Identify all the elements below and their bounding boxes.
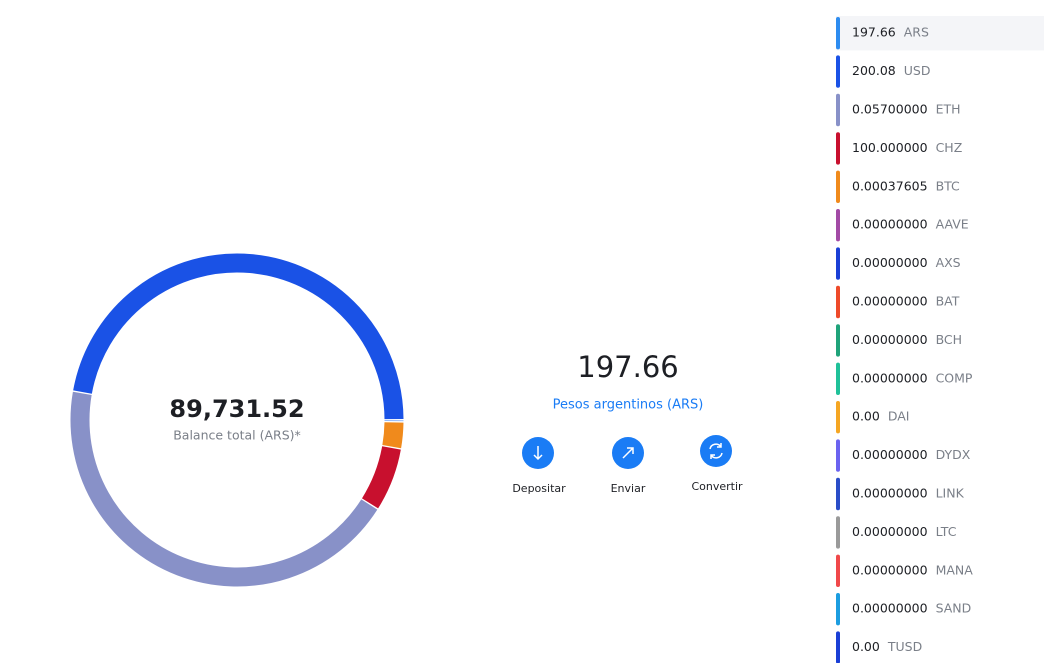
asset-amount: 0.05700000 [852,102,928,117]
asset-code: CHZ [936,140,963,155]
asset-amount: 0.00000000 [852,217,928,232]
asset-color-bar [836,55,840,87]
deposit-button[interactable] [522,437,554,469]
asset-code: LINK [936,486,965,501]
asset-color-bar [836,439,840,471]
asset-amount: 0.00000000 [852,601,928,616]
selected-amount: 197.66 [577,350,678,384]
asset-color-bar [836,94,840,126]
asset-color-bar [836,401,840,433]
asset-color-bar [836,209,840,241]
asset-color-bar [836,516,840,548]
asset-amount: 0.00000000 [852,370,928,385]
asset-code: DYDX [936,447,971,462]
selected-name: Pesos argentinos (ARS) [553,398,704,413]
asset-color-bar [836,17,840,49]
asset-amount: 0.00000000 [852,332,928,347]
asset-color-bar [836,324,840,356]
asset-color-bar [836,363,840,395]
asset-amount: 0.00000000 [852,562,928,577]
asset-color-bar [836,132,840,164]
asset-code: AXS [936,255,961,270]
asset-code: BTC [936,178,960,193]
asset-amount: 0.00000000 [852,255,928,270]
asset-amount: 0.00 [852,409,880,424]
asset-amount: 0.00037605 [852,178,928,193]
balance-label: Balance total (ARS)* [173,428,301,443]
asset-code: COMP [936,370,973,385]
asset-code: BCH [936,332,962,347]
asset-code: TUSD [887,639,922,654]
asset-amount: 200.08 [852,63,896,78]
asset-color-bar [836,555,840,587]
donut-segment [370,448,391,503]
asset-code: ARS [904,25,929,40]
send-button[interactable] [612,437,644,469]
asset-code: SAND [936,601,972,616]
action-label: Enviar [611,482,646,495]
asset-code: BAT [936,294,960,309]
asset-amount: 0.00 [852,639,880,654]
asset-color-bar [836,171,840,203]
asset-code: LTC [936,524,957,539]
asset-code: ETH [936,102,961,117]
asset-code: AAVE [936,217,969,232]
asset-color-bar [836,631,840,663]
asset-amount: 100.000000 [852,140,928,155]
asset-amount: 0.00000000 [852,294,928,309]
asset-amount: 0.00000000 [852,486,928,501]
asset-amount: 0.00000000 [852,447,928,462]
asset-color-bar [836,593,840,625]
asset-color-bar [836,286,840,318]
asset-amount: 197.66 [852,25,896,40]
donut-segment [392,422,394,446]
asset-color-bar [836,247,840,279]
asset-code: DAI [888,409,910,424]
asset-amount: 0.00000000 [852,524,928,539]
balance-total: 89,731.52 [169,395,304,423]
convert-button[interactable] [700,435,732,467]
asset-code: USD [904,63,931,78]
button-circle[interactable] [700,435,732,467]
action-label: Depositar [512,482,566,495]
asset-code: MANA [936,562,974,577]
action-label: Convertir [691,480,743,493]
asset-color-bar [836,478,840,510]
